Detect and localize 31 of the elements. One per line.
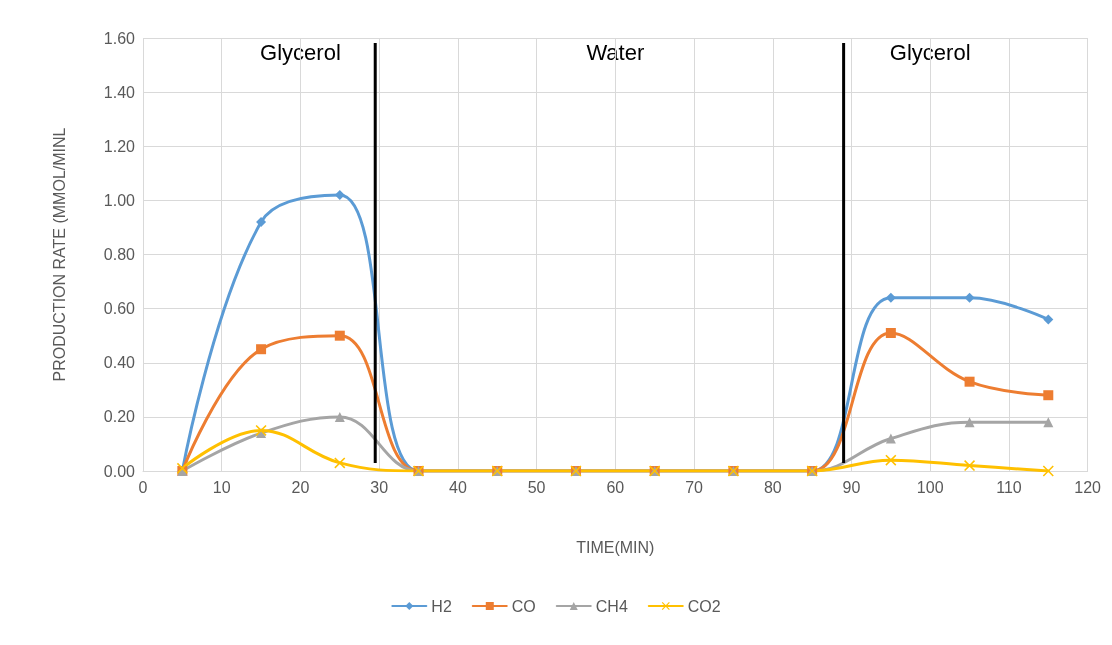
x-tick-label: 110 <box>996 478 1022 496</box>
x-axis-title: TIME(MIN) <box>576 538 655 556</box>
y-axis-title: PRODUCTION RATE (MMOL/MINL <box>50 127 68 382</box>
annotation: Glycerol <box>889 39 971 65</box>
y-tick-label: 0.80 <box>103 246 136 263</box>
x-tick-label: 80 <box>763 478 782 496</box>
y-tick-label: 0.00 <box>103 462 136 480</box>
y-tick-label: 0.20 <box>103 408 136 426</box>
x-tick-label: 10 <box>212 478 231 496</box>
x-tick-label: 30 <box>370 478 389 496</box>
y-tick-label: 1.40 <box>103 83 136 101</box>
y-tick-label: 1.60 <box>103 29 136 47</box>
legend-label: CO2 <box>687 597 721 615</box>
x-tick-label: 50 <box>527 478 546 496</box>
y-tick-label: 1.00 <box>103 191 136 209</box>
legend-label: H2 <box>431 597 452 615</box>
y-tick-label: 0.40 <box>103 354 136 372</box>
annotation: Water <box>586 39 645 65</box>
annotation: Glycerol <box>260 39 341 65</box>
y-tick-label: 0.60 <box>103 300 136 318</box>
y-tick-label: 1.20 <box>103 137 136 155</box>
x-tick-label: 60 <box>606 478 625 496</box>
x-tick-label: 40 <box>448 478 467 496</box>
x-tick-label: 100 <box>916 478 944 496</box>
x-tick-label: 0 <box>138 478 148 496</box>
x-tick-label: 120 <box>1074 478 1102 496</box>
x-tick-label: 90 <box>842 478 861 496</box>
x-tick-label: 20 <box>291 478 310 496</box>
x-tick-label: 70 <box>685 478 704 496</box>
legend-label: CO <box>511 597 536 615</box>
legend-label: CH4 <box>595 597 628 615</box>
